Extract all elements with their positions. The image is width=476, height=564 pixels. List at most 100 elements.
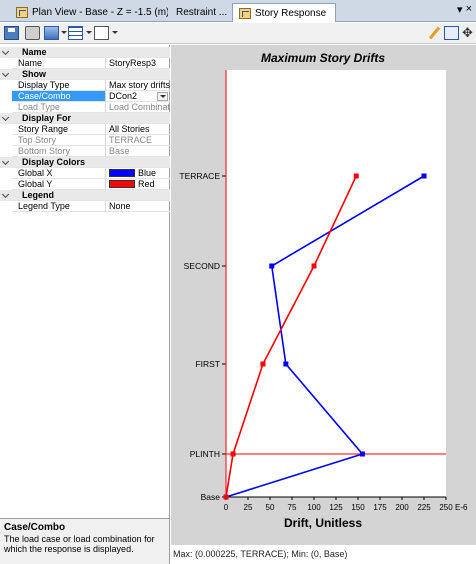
display-view-icon[interactable] bbox=[44, 26, 59, 40]
chevron-down-icon[interactable] bbox=[0, 47, 12, 58]
property-category[interactable]: Display Colors bbox=[0, 157, 170, 168]
chevron-down-icon[interactable] bbox=[112, 31, 118, 34]
property-key: Case/Combo bbox=[12, 91, 106, 102]
document-tab-strip: Plan View - Base - Z = -1.5 (m) Restrain… bbox=[0, 0, 476, 22]
tab-label: Restraint ... bbox=[176, 7, 228, 18]
print-icon[interactable] bbox=[25, 26, 40, 40]
data-point bbox=[421, 173, 427, 179]
property-category[interactable]: Show bbox=[0, 69, 170, 80]
property-key: Global Y bbox=[12, 179, 106, 190]
chart-title: Maximum Story Drifts bbox=[261, 51, 385, 65]
property-value[interactable]: Blue bbox=[106, 168, 170, 179]
x-tick-label: 250 bbox=[439, 503, 453, 512]
move-icon[interactable]: ✥ bbox=[462, 25, 473, 40]
property-row[interactable]: Global Y Red bbox=[0, 179, 170, 190]
story-label: SECOND bbox=[184, 261, 220, 271]
property-row[interactable]: Story Range All Stories bbox=[0, 124, 170, 135]
row-gutter bbox=[0, 80, 12, 91]
property-value[interactable]: Base bbox=[106, 146, 170, 157]
property-category[interactable]: Name bbox=[0, 47, 170, 58]
property-value-text: Blue bbox=[138, 168, 157, 178]
chevron-down-icon[interactable] bbox=[0, 113, 12, 124]
tab-label: Story Response bbox=[255, 7, 327, 19]
property-row[interactable]: Bottom Story Base bbox=[0, 146, 170, 157]
property-value-text: None bbox=[109, 201, 131, 211]
property-row[interactable]: Legend Type None bbox=[0, 201, 170, 212]
property-row[interactable]: Display Type Max story drifts bbox=[0, 80, 170, 91]
x-tick-label: 125 bbox=[329, 503, 343, 512]
x-tick-label: 225 bbox=[417, 503, 431, 512]
category-label: Name bbox=[12, 47, 170, 58]
data-point bbox=[359, 451, 365, 457]
property-value-text: All Stories bbox=[109, 124, 150, 134]
table-icon[interactable] bbox=[68, 26, 83, 40]
property-grid-icon[interactable] bbox=[444, 26, 459, 40]
chart-toolbar: ✥ bbox=[0, 23, 476, 44]
property-key: Story Range bbox=[12, 124, 106, 135]
chevron-down-icon[interactable] bbox=[61, 31, 67, 34]
pencil-icon[interactable] bbox=[428, 26, 440, 40]
save-icon[interactable] bbox=[4, 26, 19, 40]
chevron-down-icon[interactable] bbox=[0, 190, 12, 201]
property-value[interactable]: Load Combination bbox=[106, 102, 170, 113]
property-key: Global X bbox=[12, 168, 106, 179]
chevron-down-icon[interactable] bbox=[157, 91, 168, 101]
property-row[interactable]: Case/Combo DCon2 bbox=[0, 91, 170, 102]
chart-canvas: Maximum Story Drifts Base PLINTH FIRST SECON… bbox=[179, 51, 468, 530]
property-value-text: DCon2 bbox=[109, 91, 138, 101]
x-tick-label: 200 bbox=[395, 503, 409, 512]
description-title: Case/Combo bbox=[4, 522, 66, 533]
window-buttons: ▾ × bbox=[457, 3, 472, 16]
property-value[interactable]: Red bbox=[106, 179, 170, 190]
property-row[interactable]: Top Story TERRACE bbox=[0, 135, 170, 146]
property-value[interactable]: All Stories bbox=[106, 124, 170, 135]
story-label: FIRST bbox=[195, 359, 220, 369]
data-point bbox=[269, 263, 275, 269]
close-icon[interactable]: × bbox=[465, 3, 472, 15]
property-row[interactable]: Global X Blue bbox=[0, 168, 170, 179]
row-gutter bbox=[0, 58, 12, 69]
row-gutter bbox=[0, 102, 12, 113]
data-point bbox=[260, 361, 266, 367]
plan-view-icon bbox=[16, 7, 28, 18]
row-gutter bbox=[0, 168, 12, 179]
property-key: Load Type bbox=[12, 102, 106, 113]
x-tick-label: 150 bbox=[351, 503, 365, 512]
property-value-text: Red bbox=[138, 179, 155, 189]
plot-area bbox=[226, 70, 446, 497]
data-point bbox=[223, 494, 229, 500]
chevron-down-icon[interactable] bbox=[86, 31, 92, 34]
tab-plan-view[interactable]: Plan View - Base - Z = -1.5 (m) bbox=[10, 3, 168, 22]
property-row[interactable]: Name StoryResp3 bbox=[0, 58, 170, 69]
x-tick-label: 25 bbox=[244, 503, 253, 512]
x-tick-label: 0 bbox=[224, 503, 229, 512]
property-value[interactable]: DCon2 bbox=[106, 91, 170, 102]
tab-story-response[interactable]: Story Response bbox=[232, 3, 336, 22]
chevron-down-icon[interactable] bbox=[0, 157, 12, 168]
x-tick-label: 175 bbox=[373, 503, 387, 512]
description-text: The load case or load combination for wh… bbox=[4, 534, 155, 554]
property-value[interactable]: None bbox=[106, 201, 170, 212]
property-value[interactable]: Max story drifts bbox=[106, 80, 170, 91]
property-category[interactable]: Legend bbox=[0, 190, 170, 201]
category-label: Show bbox=[12, 69, 170, 80]
property-key: Legend Type bbox=[12, 201, 106, 212]
tab-restraint[interactable]: Restraint ... bbox=[170, 3, 230, 22]
status-bar: Max: (0.000225, TERRACE); Min: (0, Base) bbox=[171, 545, 476, 564]
tab-list-dropdown-icon[interactable]: ▾ bbox=[457, 4, 463, 16]
property-key: Name bbox=[12, 58, 106, 69]
property-value[interactable]: TERRACE bbox=[106, 135, 170, 146]
chevron-down-icon[interactable] bbox=[0, 69, 12, 80]
category-label: Legend bbox=[12, 190, 170, 201]
property-category[interactable]: Display For bbox=[0, 113, 170, 124]
property-grid: Name Name StoryResp3 Show Display Type Max st… bbox=[0, 45, 170, 518]
document-icon[interactable] bbox=[94, 26, 109, 40]
story-label: Base bbox=[201, 492, 221, 502]
property-key: Top Story bbox=[12, 135, 106, 146]
property-description: Case/Combo The load case or load combina… bbox=[0, 518, 170, 564]
property-value[interactable]: StoryResp3 bbox=[106, 58, 170, 69]
color-swatch bbox=[109, 169, 135, 177]
property-value-text: Load Combination bbox=[109, 102, 170, 112]
story-label: TERRACE bbox=[179, 171, 220, 181]
